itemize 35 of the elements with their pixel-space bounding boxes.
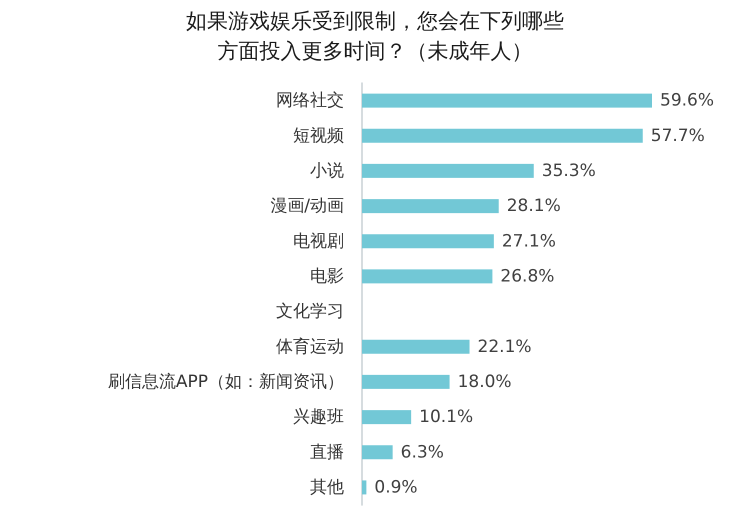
bar bbox=[362, 164, 534, 178]
y-tick-label: 电视剧 bbox=[293, 231, 344, 252]
data-label: 10.1% bbox=[419, 407, 474, 428]
bar bbox=[362, 128, 643, 143]
data-label: 35.3% bbox=[542, 160, 596, 181]
data-label: 0.9% bbox=[374, 477, 418, 498]
y-tick-label: 小说 bbox=[310, 160, 344, 181]
bar bbox=[362, 340, 470, 354]
y-tick-label: 兴趣班 bbox=[293, 407, 344, 428]
y-tick-label: 文化学习 bbox=[276, 302, 344, 322]
y-tick-label: 电影 bbox=[310, 266, 344, 286]
data-label: 18.0% bbox=[458, 372, 512, 392]
data-label: 26.8% bbox=[500, 266, 554, 286]
y-tick-label: 漫画/动画 bbox=[270, 196, 344, 216]
y-tick-label: 其他 bbox=[310, 477, 344, 498]
data-label: 22.1% bbox=[478, 336, 532, 357]
bar bbox=[362, 269, 492, 284]
y-tick-label: 网络社交 bbox=[276, 90, 344, 111]
data-label: 6.3% bbox=[400, 442, 444, 462]
bar bbox=[362, 480, 366, 494]
bar bbox=[362, 94, 652, 108]
bar bbox=[362, 234, 494, 248]
bar bbox=[362, 199, 499, 214]
y-tick-label: 短视频 bbox=[293, 126, 344, 146]
data-label: 27.1% bbox=[502, 231, 556, 252]
y-tick-label: 体育运动 bbox=[276, 336, 344, 357]
bar bbox=[362, 445, 393, 460]
y-tick-label: 直播 bbox=[310, 442, 344, 462]
chart-title: 如果游戏娱乐受到限制，您会在下列哪些方面投入更多时间？（未成年人） bbox=[185, 8, 565, 65]
bar bbox=[362, 374, 450, 389]
data-label: 57.7% bbox=[650, 126, 705, 146]
data-label: 59.6% bbox=[660, 90, 714, 111]
y-tick-label: 刷信息流APP（如：新闻资讯） bbox=[108, 372, 344, 392]
bar bbox=[362, 410, 412, 424]
data-label: 28.1% bbox=[506, 196, 561, 216]
